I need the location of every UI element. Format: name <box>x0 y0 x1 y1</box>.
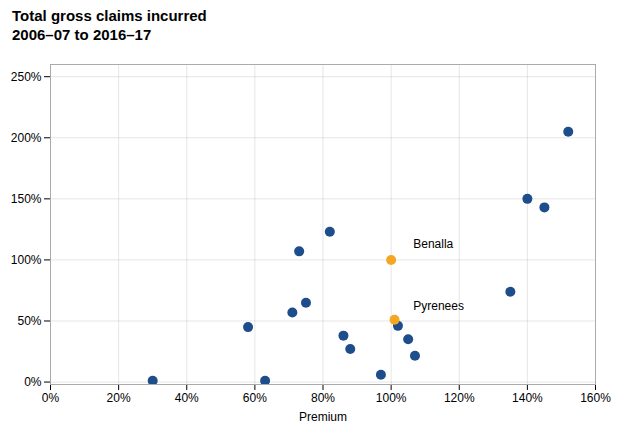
svg-text:160%: 160% <box>580 391 611 405</box>
svg-text:100%: 100% <box>11 253 42 267</box>
svg-text:60%: 60% <box>243 391 267 405</box>
svg-text:Pyrenees: Pyrenees <box>413 299 464 313</box>
svg-text:150%: 150% <box>11 192 42 206</box>
svg-text:0%: 0% <box>24 375 42 389</box>
svg-text:Premium: Premium <box>299 410 347 424</box>
svg-text:0%: 0% <box>42 391 60 405</box>
svg-text:250%: 250% <box>11 70 42 84</box>
svg-text:200%: 200% <box>11 131 42 145</box>
html-text:2006–07 to 2016–17: 2006–07 to 2016–17 <box>12 26 152 43</box>
svg-text:50%: 50% <box>17 314 41 328</box>
svg-text:140%: 140% <box>512 391 543 405</box>
svg-text:80%: 80% <box>311 391 335 405</box>
svg-text:Benalla: Benalla <box>413 237 453 251</box>
svg-text:120%: 120% <box>444 391 475 405</box>
svg-text:100%: 100% <box>376 391 407 405</box>
svg-text:40%: 40% <box>175 391 199 405</box>
html-text:Total gross claims incurred: Total gross claims incurred <box>12 7 207 24</box>
svg-text:20%: 20% <box>107 391 131 405</box>
